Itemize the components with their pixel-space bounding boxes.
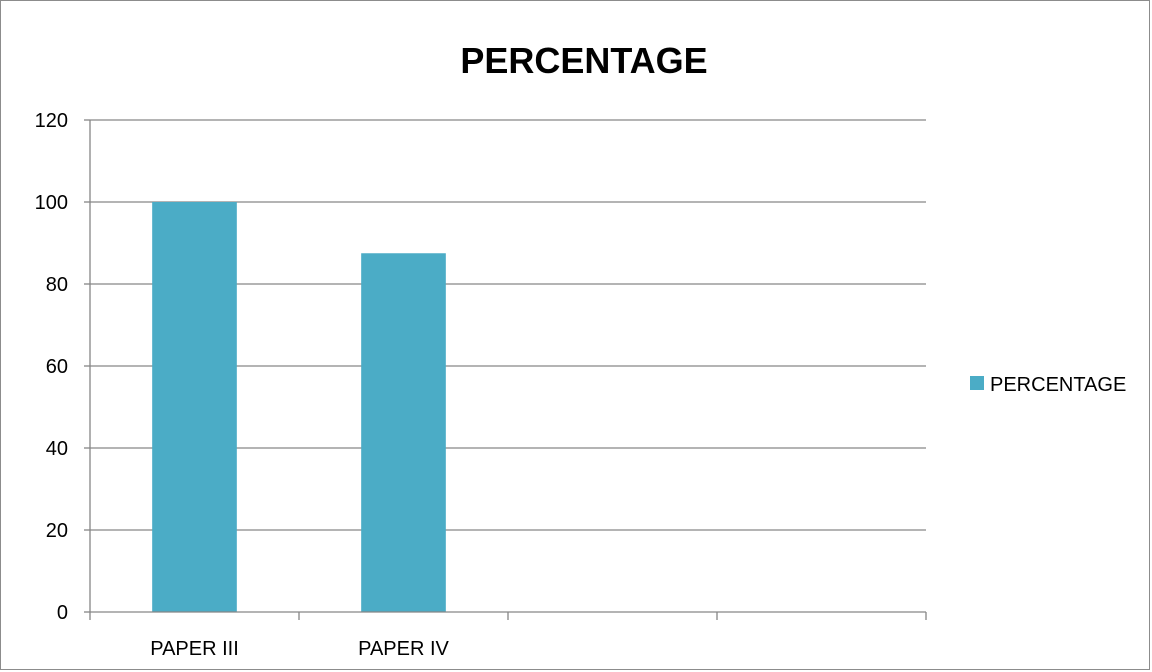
x-tick-labels: PAPER III PAPER IV xyxy=(150,638,449,660)
x-tick-label: PAPER IV xyxy=(358,638,449,660)
chart-title: PERCENTAGE xyxy=(460,40,707,81)
legend-label: PERCENTAGE xyxy=(990,374,1126,396)
bar-paper-iii xyxy=(152,202,237,612)
y-tick-label: 100 xyxy=(35,192,68,214)
y-tick-label: 60 xyxy=(46,356,68,378)
y-tick-labels: 0 20 40 60 80 100 120 xyxy=(35,110,90,624)
y-tick-label: 120 xyxy=(35,110,68,132)
y-tick-label: 40 xyxy=(46,438,68,460)
legend: PERCENTAGE xyxy=(970,374,1126,396)
y-tick-label: 80 xyxy=(46,274,68,296)
x-tick-label: PAPER III xyxy=(150,638,239,660)
bars xyxy=(152,202,446,612)
y-tick-label: 20 xyxy=(46,520,68,542)
legend-swatch xyxy=(970,376,984,390)
bar-paper-iv xyxy=(361,253,446,612)
y-tick-label: 0 xyxy=(57,602,68,624)
